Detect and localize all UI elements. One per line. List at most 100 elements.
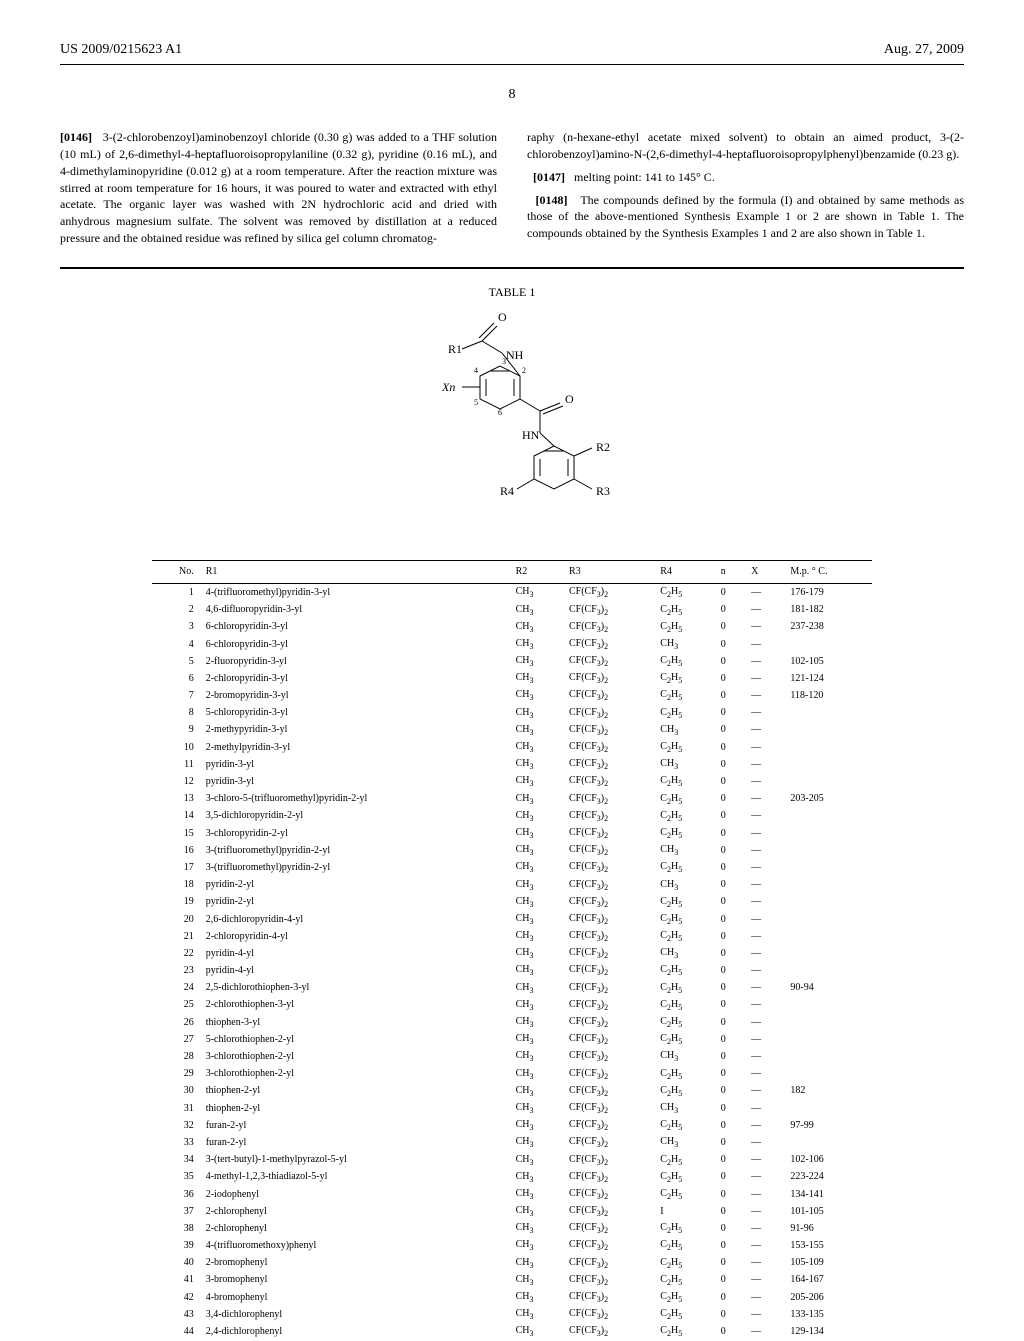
table-cell: CF(CF3)2	[563, 1152, 654, 1169]
table-cell: 0	[715, 1306, 745, 1323]
table-row: 31thiophen-2-ylCH3CF(CF3)2CH30—	[152, 1100, 872, 1117]
table-cell: C2H5	[654, 825, 715, 842]
table-cell: CF(CF3)2	[563, 1323, 654, 1340]
table-cell: CH3	[654, 756, 715, 773]
table-header-row: No.R1R2R3R4nXM.p. ° C.	[152, 561, 872, 584]
table-cell: 3-chloropyridin-2-yl	[200, 825, 510, 842]
table-cell: 134-141	[784, 1186, 872, 1203]
label-xn: Xn	[441, 380, 455, 394]
table-cell: —	[745, 791, 784, 808]
table-cell: 0	[715, 1117, 745, 1134]
table-cell: —	[745, 1031, 784, 1048]
table-cell: thiophen-3-yl	[200, 1014, 510, 1031]
table-cell: —	[745, 739, 784, 756]
table-cell: 0	[715, 1066, 745, 1083]
table-cell: CF(CF3)2	[563, 670, 654, 687]
table-cell: 121-124	[784, 670, 872, 687]
table-row: 23pyridin-4-ylCH3CF(CF3)2C2H50—	[152, 962, 872, 979]
table-cell	[784, 722, 872, 739]
table-cell: 6-chloropyridin-3-yl	[200, 619, 510, 636]
table-cell: CH3	[510, 1323, 563, 1340]
table-cell: 4-bromophenyl	[200, 1289, 510, 1306]
table-cell: 0	[715, 859, 745, 876]
table-row: 14-(trifluoromethyl)pyridin-3-ylCH3CF(CF…	[152, 584, 872, 602]
table-cell: CH3	[510, 842, 563, 859]
table-cell: —	[745, 842, 784, 859]
table-cell: CF(CF3)2	[563, 1186, 654, 1203]
table-cell: 37	[152, 1203, 200, 1220]
table-cell: 36	[152, 1186, 200, 1203]
structure-svg: O R1 NH Xn 2 3 4 5 6 O HN R2 R3 R4	[362, 311, 662, 541]
table-cell: CF(CF3)2	[563, 1014, 654, 1031]
publication-date: Aug. 27, 2009	[884, 40, 964, 60]
table-cell	[784, 1100, 872, 1117]
table-cell: 5-chlorothiophen-2-yl	[200, 1031, 510, 1048]
table-cell: 2,5-dichlorothiophen-3-yl	[200, 980, 510, 997]
table-cell: CH3	[510, 636, 563, 653]
label-4: 4	[474, 366, 478, 375]
table-cell	[784, 636, 872, 653]
table-cell: C2H5	[654, 894, 715, 911]
table-cell: 0	[715, 1048, 745, 1065]
table-cell: —	[745, 877, 784, 894]
table-cell: 2	[152, 602, 200, 619]
table-cell	[784, 825, 872, 842]
table-cell: thiophen-2-yl	[200, 1100, 510, 1117]
table-cell: CF(CF3)2	[563, 687, 654, 704]
table-row: 32furan-2-ylCH3CF(CF3)2C2H50—97-99	[152, 1117, 872, 1134]
table-cell: 13	[152, 791, 200, 808]
table-cell: 97-99	[784, 1117, 872, 1134]
para-num-0148: [0148]	[536, 193, 568, 207]
table-cell: 0	[715, 773, 745, 790]
table-row: 52-fluoropyridin-3-ylCH3CF(CF3)2C2H50—10…	[152, 653, 872, 670]
table-cell: 44	[152, 1323, 200, 1340]
table-cell: CH3	[510, 1083, 563, 1100]
label-hn: HN	[522, 428, 540, 442]
table-cell: 19	[152, 894, 200, 911]
table-cell: —	[745, 1203, 784, 1220]
table-cell: —	[745, 1117, 784, 1134]
table-cell: C2H5	[654, 705, 715, 722]
table-cell: 6	[152, 670, 200, 687]
table-cell: 3,5-dichloropyridin-2-yl	[200, 808, 510, 825]
table-cell: 0	[715, 756, 745, 773]
table-cell: CH3	[510, 1306, 563, 1323]
table-row: 424-bromophenylCH3CF(CF3)2C2H50—205-206	[152, 1289, 872, 1306]
table-cell: 205-206	[784, 1289, 872, 1306]
table-cell: 2-chlorophenyl	[200, 1203, 510, 1220]
table-cell: 15	[152, 825, 200, 842]
table-cell: C2H5	[654, 602, 715, 619]
paragraph-0147: [0147] melting point: 141 to 145° C.	[527, 169, 964, 186]
table-cell: CF(CF3)2	[563, 756, 654, 773]
table-cell: 11	[152, 756, 200, 773]
table-cell: C2H5	[654, 1220, 715, 1237]
table-cell: —	[745, 894, 784, 911]
table-cell: CF(CF3)2	[563, 1031, 654, 1048]
table-cell: CF(CF3)2	[563, 602, 654, 619]
table-1-title: TABLE 1	[60, 284, 964, 301]
table-cell: C2H5	[654, 928, 715, 945]
table-cell: CF(CF3)2	[563, 1048, 654, 1065]
table-row: 153-chloropyridin-2-ylCH3CF(CF3)2C2H50—	[152, 825, 872, 842]
table-cell: C2H5	[654, 1169, 715, 1186]
table-row: 36-chloropyridin-3-ylCH3CF(CF3)2C2H50—23…	[152, 619, 872, 636]
table-cell: CH3	[510, 825, 563, 842]
table-row: 26thiophen-3-ylCH3CF(CF3)2C2H50—	[152, 1014, 872, 1031]
body-columns: [0146] 3-(2-chlorobenzoyl)aminobenzoyl c…	[60, 129, 964, 247]
table-cell: furan-2-yl	[200, 1134, 510, 1151]
table-cell: 2-iodophenyl	[200, 1186, 510, 1203]
table-cell: 0	[715, 739, 745, 756]
table-cell: CH3	[510, 1272, 563, 1289]
table-cell: 17	[152, 859, 200, 876]
table-cell: 164-167	[784, 1272, 872, 1289]
table-cell: CF(CF3)2	[563, 773, 654, 790]
table-cell: C2H5	[654, 1289, 715, 1306]
table-cell: CH3	[510, 928, 563, 945]
table-cell: CH3	[510, 756, 563, 773]
table-row: 133-chloro-5-(trifluoromethyl)pyridin-2-…	[152, 791, 872, 808]
table-cell: CF(CF3)2	[563, 1117, 654, 1134]
table-cell: C2H5	[654, 980, 715, 997]
label-o2: O	[565, 392, 574, 406]
table-cell	[784, 945, 872, 962]
table-row: 30thiophen-2-ylCH3CF(CF3)2C2H50—182	[152, 1083, 872, 1100]
